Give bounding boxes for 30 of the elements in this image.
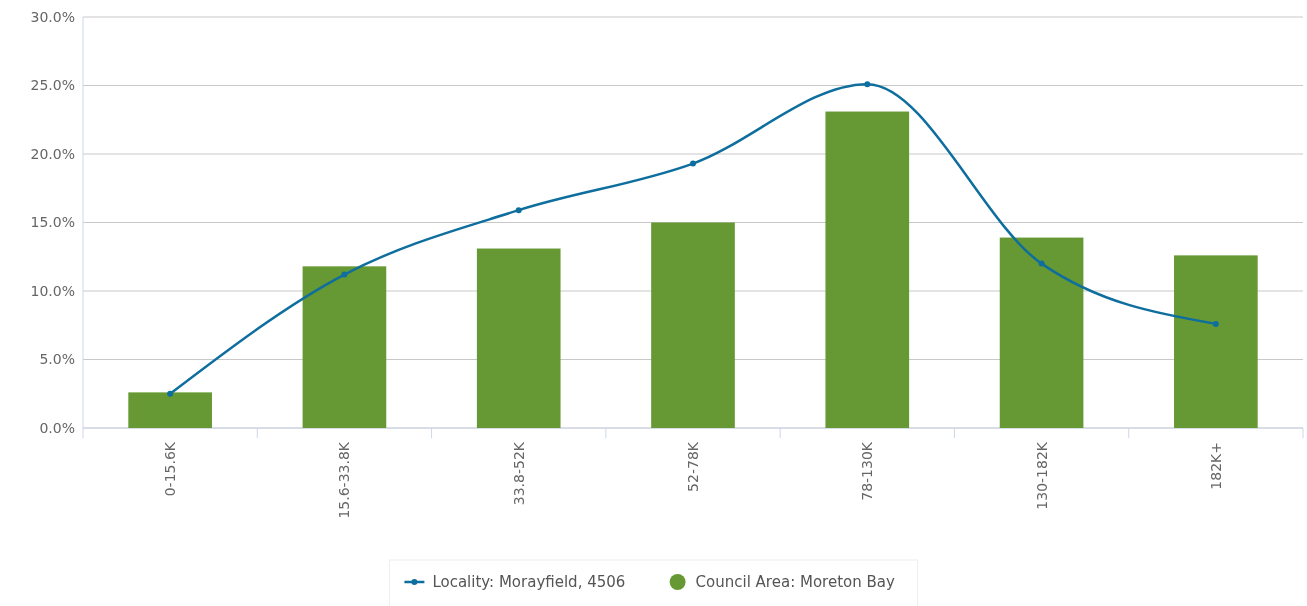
y-tick-label: 15.0% bbox=[30, 214, 75, 231]
bar bbox=[302, 266, 387, 428]
point bbox=[690, 160, 696, 167]
point bbox=[515, 207, 522, 214]
x-tick-label: 130-182K bbox=[1033, 441, 1050, 510]
y-tick-label: 10.0% bbox=[30, 282, 75, 299]
y-tick-label: 30.0% bbox=[30, 8, 75, 25]
bar bbox=[999, 237, 1084, 428]
legend-label: Locality: Morayfield, 4506 bbox=[432, 573, 626, 592]
point bbox=[864, 81, 871, 88]
bar bbox=[1174, 255, 1258, 428]
y-tick-label: 25.0% bbox=[30, 77, 75, 94]
y-tick-label: 5.0% bbox=[39, 351, 75, 368]
x-tick-label: 15.6-33.8K bbox=[336, 441, 353, 519]
point bbox=[1038, 260, 1045, 267]
point bbox=[167, 390, 174, 397]
x-tick-label: 33.8-52K bbox=[510, 441, 527, 506]
x-tick-label: 78-130K bbox=[859, 441, 876, 501]
legend-label: Council Area: Moreton Bay bbox=[695, 573, 895, 592]
x-tick-label: 52-78K bbox=[685, 441, 701, 492]
point bbox=[1212, 320, 1219, 327]
bar bbox=[825, 111, 910, 428]
bar bbox=[476, 248, 561, 428]
bar bbox=[651, 222, 735, 428]
y-tick-label: 20.0% bbox=[30, 145, 75, 162]
bar bbox=[128, 392, 212, 428]
y-tick-label: 0.0% bbox=[39, 419, 75, 436]
x-tick-label: 0-15.6K bbox=[162, 441, 179, 497]
point bbox=[341, 271, 348, 278]
x-tick-label: 182K+ bbox=[1207, 442, 1224, 490]
